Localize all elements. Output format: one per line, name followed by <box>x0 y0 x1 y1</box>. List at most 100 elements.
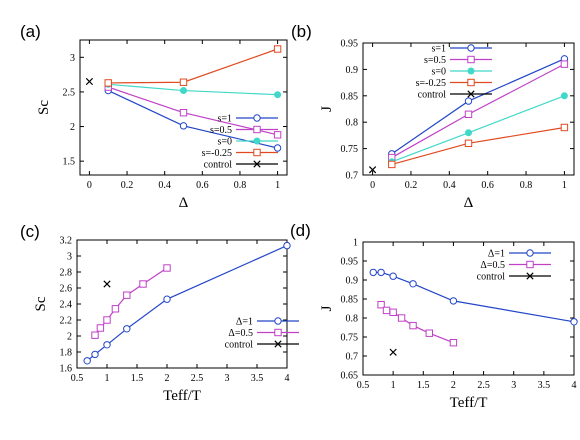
y-tick-label: 0.75 <box>341 144 359 155</box>
data-point <box>449 339 458 347</box>
x-tick-label: 0.2 <box>405 180 418 191</box>
x-tick-label: 4 <box>572 380 577 391</box>
data-point <box>388 160 396 169</box>
x-tick-label: 0.6 <box>196 180 209 191</box>
legend-label: s=1 <box>431 44 446 55</box>
legend-label: s=0 <box>217 137 232 148</box>
legend-label: s=0.5 <box>210 125 232 136</box>
series-4 <box>85 77 94 86</box>
panel-a: (a) 0 0.2 0.4 0.6 0.8 1 1.5 2 2.5 3 Δ Sc s=1s=0.5s=0s… <box>20 22 288 211</box>
data-point <box>179 122 188 130</box>
legend-marker <box>274 328 282 337</box>
x-tick-label: 1 <box>562 180 567 191</box>
y-tick-label: 0.75 <box>341 333 359 344</box>
x-tick-label: 0.8 <box>234 180 247 191</box>
x-axis-label: Teff/T <box>163 388 201 404</box>
data-point <box>283 241 291 250</box>
y-tick-label: 3 <box>67 252 72 263</box>
series-4 <box>368 166 377 174</box>
series-3 <box>388 123 569 169</box>
legend-label: control <box>477 272 506 283</box>
y-tick-label: 0.95 <box>341 39 359 50</box>
series-0 <box>369 268 578 326</box>
legend-marker <box>467 90 475 98</box>
x-tick-label: 0.8 <box>520 180 533 191</box>
data-point <box>85 77 94 86</box>
y-tick-label: 2.6 <box>60 284 73 295</box>
panel-b: (b) 0 0.2 0.4 0.6 0.8 1 0.7 0.75 0.8 0.85 0.9 0.95 Δ J… <box>291 22 575 211</box>
legend-marker <box>526 272 534 280</box>
data-point <box>425 329 434 337</box>
data-point <box>389 272 397 280</box>
x-tick-label: 3.5 <box>538 380 551 391</box>
y-axis-label: Sc <box>36 100 52 115</box>
data-point <box>560 60 569 68</box>
data-point <box>103 316 111 324</box>
legend-label: s=1 <box>217 114 232 125</box>
series-2 <box>103 280 111 288</box>
data-point <box>409 280 417 288</box>
x-tick-label: 1.5 <box>131 373 144 384</box>
data-point <box>382 306 391 315</box>
x-tick-label: 0.5 <box>71 373 84 384</box>
y-tick-label: 0.7 <box>346 352 359 363</box>
data-point <box>274 91 282 99</box>
data-point <box>560 92 568 100</box>
y-tick-label: 2 <box>70 122 75 133</box>
y-tick-label: 0.95 <box>341 257 359 268</box>
y-axis-label: J <box>319 305 335 311</box>
series-line <box>107 89 278 149</box>
x-tick-label: 2 <box>451 380 456 391</box>
legend-label: control <box>204 160 233 171</box>
legend-marker <box>467 78 475 87</box>
x-tick-label: 1.5 <box>417 380 430 391</box>
y-tick-label: 3.2 <box>60 236 73 247</box>
series-1 <box>377 301 458 347</box>
legend-label: control <box>225 340 254 351</box>
data-point <box>163 295 171 303</box>
y-tick-label: 0.9 <box>346 276 359 287</box>
x-tick-label: 1 <box>105 373 110 384</box>
data-point <box>96 324 105 332</box>
series-line <box>108 83 278 96</box>
series-2 <box>389 348 397 356</box>
x-axis-label: Δ <box>179 195 189 211</box>
y-tick-label: 0.85 <box>341 91 359 102</box>
data-point <box>273 131 282 139</box>
legend-label: s=-0.25 <box>202 148 232 159</box>
y-tick-label: 1 <box>353 238 358 249</box>
x-tick-label: 0.5 <box>357 380 370 391</box>
y-axis-label: Sc <box>33 296 49 311</box>
y-tick-label: 1.6 <box>60 364 73 375</box>
data-point <box>163 264 171 272</box>
y-tick-label: 1.5 <box>63 157 76 168</box>
legend-label: s=-0.25 <box>416 78 446 89</box>
y-axis-label: J <box>319 106 335 112</box>
series-line <box>391 95 565 163</box>
y-tick-label: 2.5 <box>63 87 76 98</box>
data-point <box>103 341 111 349</box>
y-tick-label: 0.9 <box>346 65 359 76</box>
plot-frame <box>362 241 575 376</box>
legend-marker <box>274 340 282 348</box>
series-line <box>108 48 278 84</box>
x-tick-label: 2 <box>165 373 170 384</box>
x-tick-label: 0.4 <box>443 180 456 191</box>
data-point <box>377 268 385 277</box>
x-tick-label: 0.4 <box>158 180 171 191</box>
legend-label: s=0 <box>431 67 446 78</box>
y-tick-label: 2.4 <box>60 300 73 311</box>
legend-marker <box>253 160 261 168</box>
legend-marker <box>253 137 261 145</box>
panel-label: (c) <box>20 222 40 241</box>
x-tick-label: 0 <box>87 180 92 191</box>
legend-marker <box>253 125 261 134</box>
legend-label: Δ=1 <box>236 317 253 328</box>
x-tick-label: 1 <box>391 380 396 391</box>
data-point <box>389 308 397 317</box>
legend-marker <box>526 260 534 269</box>
series-0 <box>83 241 291 365</box>
